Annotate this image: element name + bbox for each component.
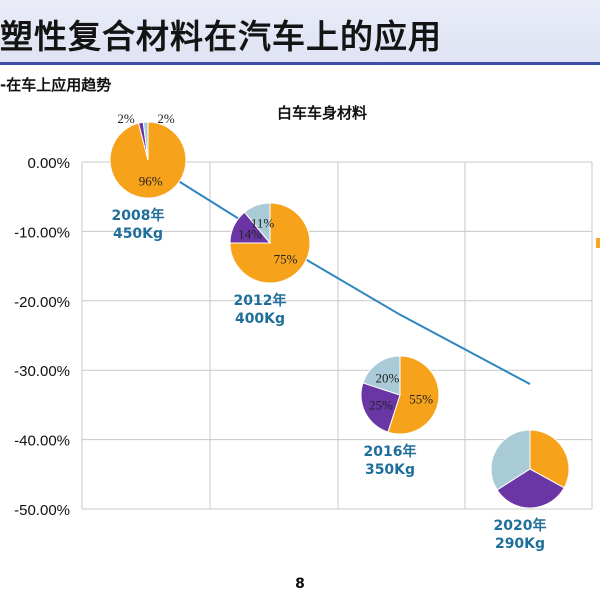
pie-slice bbox=[387, 355, 440, 435]
pie-slice-label: 2% bbox=[117, 111, 135, 126]
pie-slice-label: 55% bbox=[409, 391, 433, 406]
pie-slice-label: 2% bbox=[157, 111, 175, 126]
point-weight-label: 450Kg bbox=[113, 226, 163, 242]
title-bar bbox=[0, 0, 600, 62]
point-year-label: 2016年 bbox=[364, 443, 417, 460]
point-year-label: 2020年 bbox=[494, 517, 547, 534]
slide-title: 塑性复合材料在汽车上的应用 bbox=[0, 17, 442, 56]
point-year-label: 2008年 bbox=[112, 207, 165, 224]
pie-slice-label: 96% bbox=[139, 174, 163, 189]
y-tick-label: -40.00% bbox=[14, 433, 70, 450]
y-tick-label: -30.00% bbox=[14, 363, 70, 380]
pie-slice bbox=[362, 355, 401, 396]
pie-slice-label: 11% bbox=[251, 215, 275, 230]
chart-title: 白车车身材料 bbox=[277, 104, 367, 122]
pie-slice-label: 20% bbox=[375, 371, 399, 386]
point-weight-label: 400Kg bbox=[235, 311, 285, 327]
pie-slice-label: 25% bbox=[369, 398, 393, 413]
trend-line bbox=[147, 161, 531, 385]
page-number: 8 bbox=[295, 576, 305, 592]
pie-slice bbox=[243, 202, 271, 245]
pie-slice bbox=[360, 382, 401, 433]
pie-slice bbox=[496, 468, 565, 509]
pie-slice bbox=[142, 121, 149, 161]
y-tick-label: -20.00% bbox=[14, 294, 70, 311]
pie-slice bbox=[490, 429, 531, 491]
section-label: -在车上应用趋势 bbox=[0, 76, 112, 94]
point-weight-label: 350Kg bbox=[365, 462, 415, 478]
offslide-legend-mark bbox=[596, 238, 600, 248]
title-accent-rule bbox=[0, 62, 600, 65]
point-year-label: 2012年 bbox=[234, 292, 287, 309]
point-weight-label: 290Kg bbox=[495, 536, 545, 552]
pie-slice bbox=[529, 429, 570, 489]
pie-slice-label: 75% bbox=[274, 252, 298, 267]
pie-slice-label: 14% bbox=[238, 227, 262, 242]
y-tick-label: 0.00% bbox=[27, 155, 70, 172]
y-tick-label: -50.00% bbox=[14, 502, 70, 519]
y-tick-label: -10.00% bbox=[14, 224, 70, 241]
